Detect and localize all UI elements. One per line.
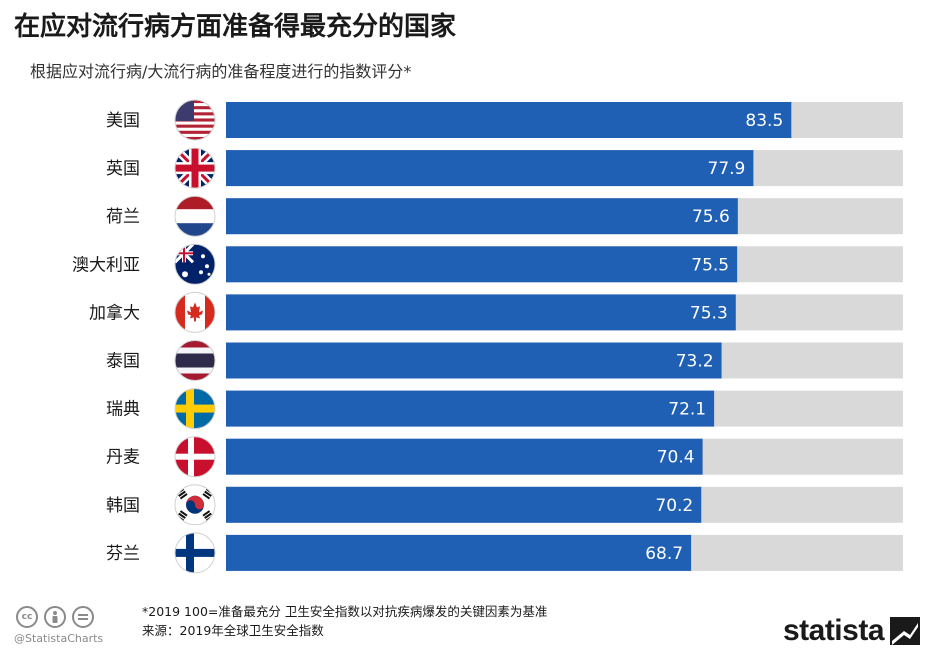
bar-row: 韩国 70.2 (106, 484, 903, 526)
category-label: 加拿大 (89, 302, 140, 323)
category-label: 泰国 (106, 352, 140, 372)
brand-name: statista (782, 614, 885, 647)
statista-logo-icon (890, 617, 920, 645)
bar (226, 198, 738, 235)
bar (226, 294, 736, 331)
bar-row: 芬兰 68.7 (106, 532, 903, 574)
flag-ca-icon (174, 291, 216, 333)
bar (226, 102, 792, 138)
bar (226, 390, 715, 427)
no-derivatives-icon (72, 606, 94, 628)
category-label: 韩国 (106, 496, 140, 516)
category-label: 芬兰 (106, 544, 140, 564)
chart-subtitle: 根据应对流行病/大流行病的准备程度进行的指数评分* (30, 62, 412, 81)
bar (226, 342, 722, 379)
flag-kr-icon (174, 484, 216, 526)
category-label: 丹麦 (106, 448, 140, 468)
value-label: 75.5 (691, 255, 729, 275)
bar (226, 246, 738, 283)
bar-chart: 美国 83.5 英国 77.9 荷兰 75.6 澳大利亚 75.5 加拿大 75.3 泰国 73.2 瑞… (72, 99, 903, 574)
value-label: 75.6 (692, 207, 730, 227)
bar-row: 美国 83.5 (106, 99, 903, 141)
category-label: 英国 (106, 159, 140, 179)
bar (226, 486, 702, 523)
value-label: 68.7 (645, 544, 683, 564)
flag-dk-icon (174, 436, 216, 478)
bar-row: 澳大利亚 75.5 (72, 243, 903, 285)
value-label: 73.2 (676, 352, 714, 372)
bar-row: 英国 77.9 (106, 147, 903, 189)
flag-nl-icon (174, 195, 216, 237)
statista-brand[interactable]: statista (783, 614, 920, 648)
flag-th-icon (174, 340, 216, 381)
cc-icon: cc (16, 606, 38, 628)
value-label: 70.2 (655, 496, 693, 516)
bar-row: 丹麦 70.4 (106, 436, 903, 478)
license-icons: cc (16, 606, 94, 628)
value-label: 83.5 (745, 111, 783, 131)
bar (226, 150, 754, 187)
attribution-icon (44, 606, 66, 628)
value-label: 77.9 (708, 159, 746, 179)
value-label: 75.3 (690, 303, 728, 323)
index-note: *2019 100=准备最充分 卫生安全指数以对抗疾病爆发的关键因素为基准 (142, 604, 548, 619)
category-label: 瑞典 (106, 400, 140, 420)
flag-us-icon (174, 99, 216, 141)
category-label: 美国 (106, 111, 140, 131)
bar (226, 534, 692, 571)
bar-row: 泰国 73.2 (106, 340, 903, 381)
flag-se-icon (174, 388, 216, 430)
flag-fi-icon (174, 532, 216, 574)
chart-title: 在应对流行病方面准备得最充分的国家 (14, 12, 457, 42)
category-label: 澳大利亚 (72, 255, 140, 275)
flag-uk-icon (174, 147, 216, 189)
social-handle[interactable]: @StatistaCharts (14, 632, 104, 645)
value-label: 72.1 (668, 400, 706, 420)
category-label: 荷兰 (106, 207, 140, 227)
value-label: 70.4 (657, 448, 695, 468)
bar (226, 438, 703, 475)
bar-row: 荷兰 75.6 (106, 195, 903, 237)
footnotes: *2019 100=准备最充分 卫生安全指数以对抗疾病爆发的关键因素为基准 来源… (142, 602, 547, 640)
bar-row: 瑞典 72.1 (106, 388, 903, 430)
bar-row: 加拿大 75.3 (89, 291, 903, 333)
source-note: 来源：2019年全球卫生安全指数 (142, 623, 324, 638)
flag-au-icon (174, 243, 216, 285)
